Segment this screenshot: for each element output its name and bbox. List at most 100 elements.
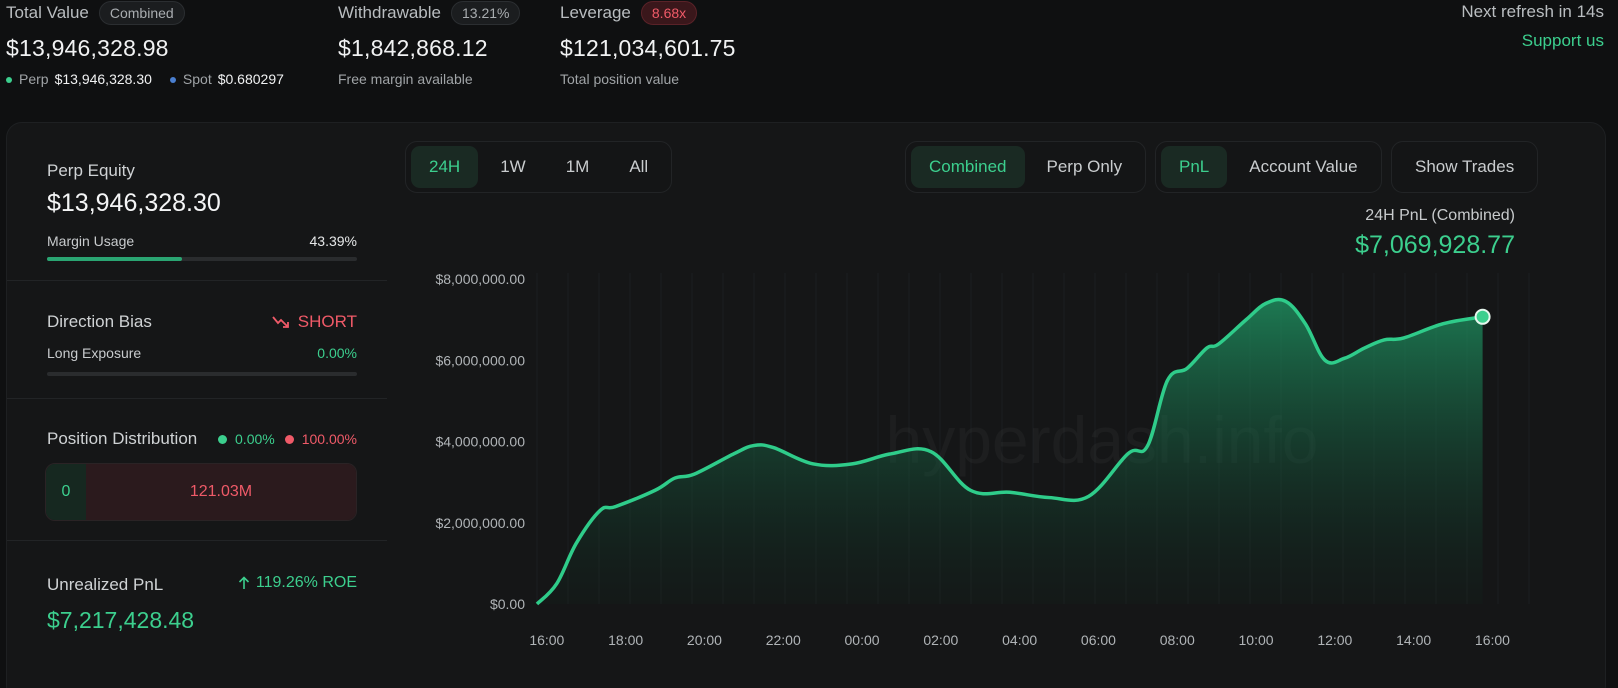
mode-selector: Combined Perp Only <box>905 141 1147 193</box>
chart-title: 24H PnL (Combined) <box>1365 207 1515 224</box>
perp-equity-section: Perp Equity $13,946,328.30 Margin Usage … <box>7 123 387 281</box>
timeframe-selector: 24H 1W 1M All <box>405 141 673 193</box>
metric-selector: PnL Account Value <box>1155 141 1382 193</box>
direction-bias-label: Direction Bias <box>47 312 152 331</box>
timeframe-all[interactable]: All <box>629 157 649 176</box>
pnl-chart: hyperdash.info $0.00$2,000,000.00$4,000,… <box>435 271 1530 648</box>
roe-value: 119.26% ROE <box>238 574 357 592</box>
x-tick-label: 16:00 <box>529 632 564 648</box>
x-tick-label: 04:00 <box>1002 632 1037 648</box>
withdrawable-sub: Free margin available <box>338 71 473 87</box>
long-exposure-value: 0.00% <box>317 345 357 361</box>
spot-value: $0.680297 <box>217 71 284 87</box>
x-tick-label: 10:00 <box>1239 632 1274 648</box>
withdrawable-stat: Withdrawable 13.21% $1,842,868.12 Free m… <box>338 0 521 87</box>
show-trades-button[interactable]: Show Trades <box>1415 157 1515 176</box>
withdrawable-header: Withdrawable 13.21% <box>338 0 521 26</box>
current-value-point[interactable] <box>1474 308 1491 325</box>
arrow-up-icon <box>238 576 249 589</box>
timeframe-1w[interactable]: 1W <box>500 157 526 176</box>
x-tick-label: 02:00 <box>923 632 958 648</box>
perp-label: Perp <box>19 71 49 87</box>
x-tick-label: 16:00 <box>1475 632 1510 648</box>
leverage-stat: Leverage 8.68x $121,034,601.75 Total pos… <box>560 0 736 87</box>
leverage-label: Leverage <box>560 3 631 22</box>
y-tick-label: $0.00 <box>490 596 525 612</box>
pnl-line <box>535 297 1483 606</box>
position-value-sub: Total position value <box>560 71 680 87</box>
mode-perp-only[interactable]: Perp Only <box>1046 157 1123 176</box>
total-value-amount: $13,946,328.98 <box>6 35 169 61</box>
support-link[interactable]: Support us <box>1521 31 1604 50</box>
chart-headline-value: $7,069,928.77 <box>1355 231 1515 259</box>
timeframe-24h[interactable]: 24H <box>411 146 479 188</box>
unrealized-pnl-value: $7,217,428.48 <box>47 607 195 633</box>
total-value-header: Total Value Combined <box>6 0 302 26</box>
long-segment: 0 <box>46 464 86 520</box>
unrealized-pnl-label: Unrealized PnL <box>47 575 164 594</box>
metric-account-value[interactable]: Account Value <box>1249 157 1358 176</box>
long-exposure-row: Long Exposure 0.00% <box>47 345 357 361</box>
long-amount: 0 <box>61 483 71 500</box>
long-exposure-bar <box>47 372 357 376</box>
distribution-bar: 0 121.03M <box>45 463 357 521</box>
short-label: SHORT <box>297 312 357 331</box>
combined-badge: Combined <box>98 1 185 25</box>
direction-bias-value: SHORT <box>272 312 357 332</box>
y-tick-label: $8,000,000.00 <box>435 271 525 287</box>
total-value-stat: Total Value Combined $13,946,328.98 Perp… <box>6 0 302 87</box>
leverage-badge: 8.68x <box>640 1 698 25</box>
trend-down-icon <box>272 316 289 328</box>
margin-usage-row: Margin Usage 43.39% <box>47 233 357 249</box>
metric-pnl[interactable]: PnL <box>1161 146 1228 188</box>
margin-usage-label: Margin Usage <box>47 233 135 249</box>
position-distribution-label: Position Distribution <box>47 429 198 448</box>
chart-area: 24H 1W 1M All Combined Perp Only PnL Acc… <box>387 123 1605 688</box>
spot-dot-icon <box>169 77 176 84</box>
total-value-label: Total Value <box>6 3 89 22</box>
perp-dot-icon <box>6 77 12 84</box>
withdrawable-amount: $1,842,868.12 <box>338 35 488 61</box>
leverage-header: Leverage 8.68x <box>560 0 736 26</box>
y-tick-label: $2,000,000.00 <box>435 515 525 531</box>
perp-equity-value: $13,946,328.30 <box>47 189 221 217</box>
total-value-breakdown: Perp $13,946,328.30 Spot $0.680297 <box>6 71 302 87</box>
long-pct: 0.00% <box>235 431 275 447</box>
y-tick-label: $6,000,000.00 <box>435 352 525 368</box>
short-dot-icon <box>284 434 294 444</box>
position-distribution-section: Position Distribution 0.00% 100.00% 0 12… <box>7 399 387 541</box>
short-segment: 121.03M <box>86 464 356 520</box>
margin-usage-bar <box>47 257 357 261</box>
perp-value: $13,946,328.30 <box>54 71 152 87</box>
left-stats-column: Perp Equity $13,946,328.30 Margin Usage … <box>7 123 387 688</box>
unrealized-pnl-section: Unrealized PnL 119.26% ROE $7,217,428.48 <box>7 541 387 671</box>
long-dot-icon <box>218 434 228 444</box>
y-tick-label: $4,000,000.00 <box>435 434 525 450</box>
spot-label: Spot <box>182 71 212 87</box>
margin-usage-value: 43.39% <box>309 233 357 249</box>
short-amount: 121.03M <box>189 483 253 500</box>
x-tick-label: 18:00 <box>608 632 643 648</box>
margin-usage-fill <box>47 257 182 261</box>
x-tick-label: 14:00 <box>1396 632 1431 648</box>
roe-text: 119.26% ROE <box>255 574 357 591</box>
long-exposure-label: Long Exposure <box>47 345 142 361</box>
timeframe-1m[interactable]: 1M <box>565 157 590 176</box>
x-tick-label: 00:00 <box>845 632 880 648</box>
x-tick-label: 12:00 <box>1317 632 1352 648</box>
show-trades-wrap: Show Trades <box>1391 141 1539 193</box>
x-tick-label: 22:00 <box>766 632 801 648</box>
short-pct: 100.00% <box>301 431 357 447</box>
distribution-legend: 0.00% 100.00% <box>218 431 357 447</box>
perp-equity-label: Perp Equity <box>47 161 135 180</box>
x-tick-label: 20:00 <box>687 632 722 648</box>
main-panel: Perp Equity $13,946,328.30 Margin Usage … <box>6 122 1606 688</box>
pnl-area <box>537 299 1483 604</box>
x-tick-label: 08:00 <box>1160 632 1195 648</box>
mode-combined[interactable]: Combined <box>911 146 1025 188</box>
direction-bias-section: Direction Bias SHORT Long Exposure 0.00% <box>7 281 387 399</box>
refresh-countdown: Next refresh in 14s <box>1461 2 1604 21</box>
withdrawable-label: Withdrawable <box>338 3 441 22</box>
x-tick-label: 06:00 <box>1081 632 1116 648</box>
withdrawable-badge: 13.21% <box>451 1 521 25</box>
